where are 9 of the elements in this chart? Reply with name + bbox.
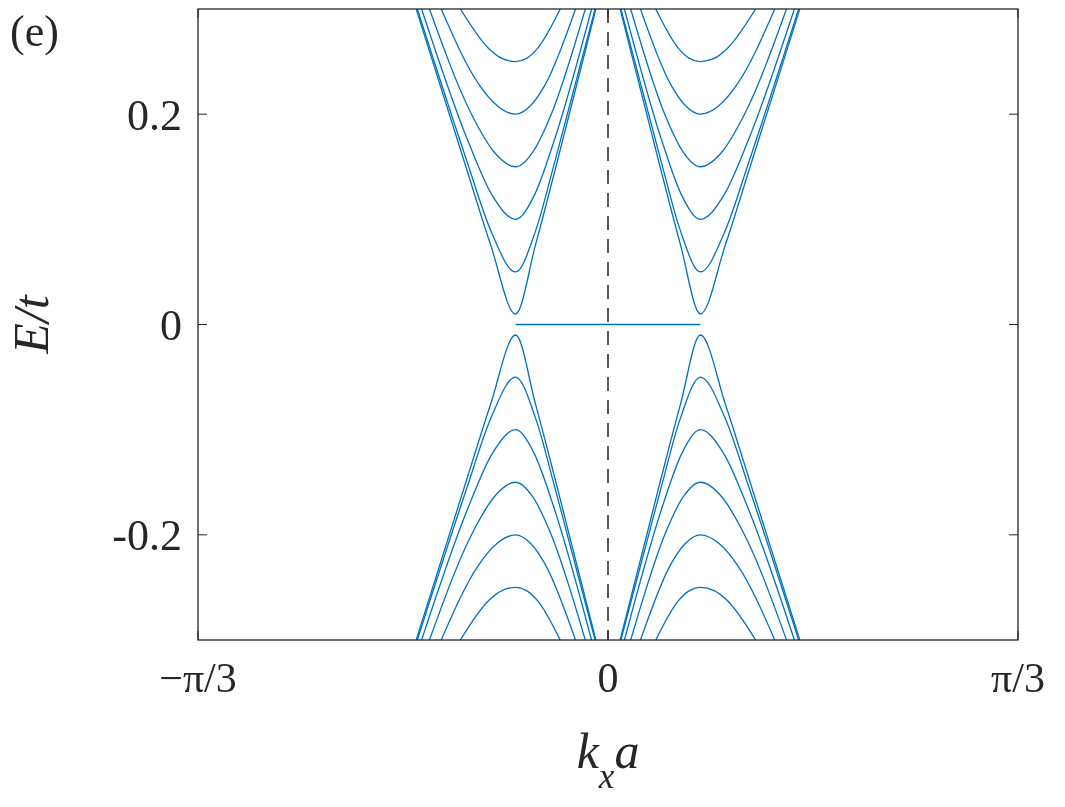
y-tick-label: 0.2	[127, 90, 182, 140]
x-tick-label: π/3	[991, 655, 1045, 701]
text: (e)	[10, 7, 59, 56]
y-tick-label: -0.2	[112, 511, 182, 561]
x-axis-title: k$_{x}$a	[576, 723, 640, 796]
y-axis-title: E/t	[3, 294, 59, 355]
x-tick-label: 0	[597, 655, 619, 701]
y-tick-label: 0	[160, 300, 182, 350]
x-tick-label: −π/3	[159, 655, 237, 701]
